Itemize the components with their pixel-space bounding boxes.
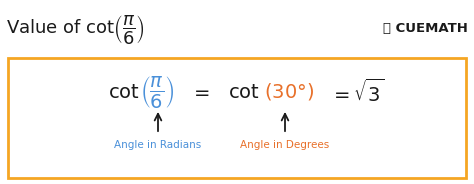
Text: $\mathrm{cot}$: $\mathrm{cot}$ [228, 82, 260, 102]
Text: $=$: $=$ [190, 82, 210, 102]
Text: $=\sqrt{3}$: $=\sqrt{3}$ [330, 78, 385, 106]
Text: $\mathrm{cot}$: $\mathrm{cot}$ [108, 82, 140, 102]
Text: Angle in Degrees: Angle in Degrees [240, 140, 329, 150]
Text: 🚀 CUEMATH: 🚀 CUEMATH [383, 22, 468, 35]
Text: Angle in Radians: Angle in Radians [114, 140, 201, 150]
Text: $(30°)$: $(30°)$ [264, 82, 314, 102]
Bar [8, 58, 466, 178]
Text: Value of cot$\left(\dfrac{\pi}{6}\right)$: Value of cot$\left(\dfrac{\pi}{6}\right)… [6, 13, 145, 45]
Text: $\left(\dfrac{\pi}{6}\right)$: $\left(\dfrac{\pi}{6}\right)$ [140, 74, 175, 110]
